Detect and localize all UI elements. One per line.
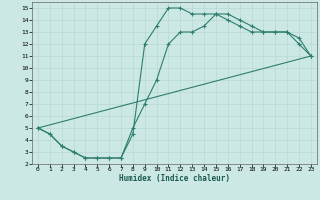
X-axis label: Humidex (Indice chaleur): Humidex (Indice chaleur)	[119, 174, 230, 183]
